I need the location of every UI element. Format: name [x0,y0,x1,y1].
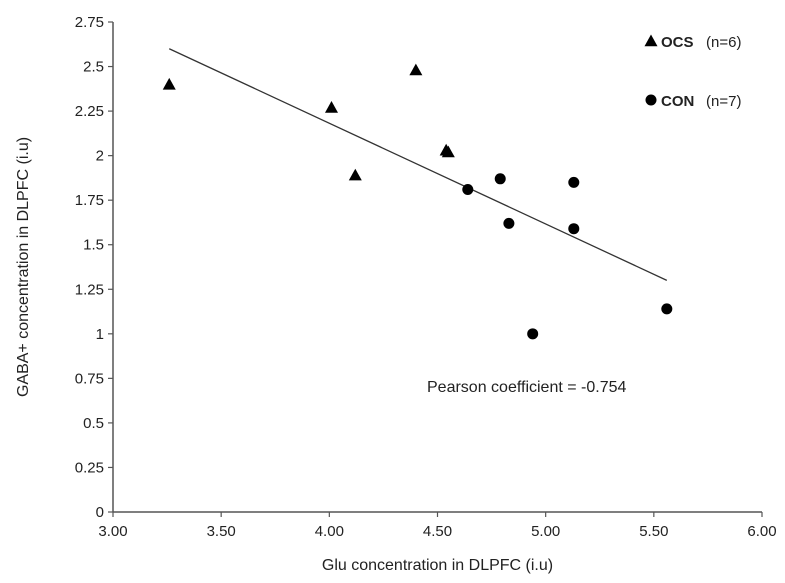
legend-series-count: (n=6) [706,34,741,51]
y-tick-label: 0.75 [75,370,104,387]
x-tick-label: 5.00 [531,523,560,540]
ocs-data-point [162,77,176,90]
pearson-annotation: Pearson coefficient = -0.754 [427,379,626,396]
x-tick-label: 4.50 [423,523,452,540]
con-data-point [568,223,580,235]
y-tick-label: 2 [96,148,104,165]
y-tick-label: 2.75 [75,14,104,31]
legend: OCS (n=6) CON (n=7) [644,34,741,110]
y-tick-label: 1.5 [83,237,104,254]
data-points [162,63,673,340]
trendline [168,48,668,281]
x-tick-labels: 3.00 3.50 4.00 4.50 5.00 5.50 6.00 [98,512,777,540]
con-data-point [462,183,474,195]
ocs-legend-marker [644,34,658,47]
con-legend-marker [645,94,657,106]
x-tick-label: 3.00 [98,523,127,540]
y-tick-label: 2.25 [75,103,104,120]
con-data-point [568,176,580,188]
ocs-data-point [441,145,455,158]
con-data-point [527,328,539,340]
ocs-data-point [348,168,362,181]
x-tick-label: 3.50 [207,523,236,540]
legend-series-name: OCS [661,34,694,51]
x-tick-label: 6.00 [747,523,776,540]
y-tick-label: 1 [96,326,104,343]
x-tick-label: 5.50 [639,523,668,540]
x-axis-label: Glu concentration in DLPFC (i.u) [322,557,553,574]
y-tick-label: 0.5 [83,415,104,432]
y-axis-label: GABA+ concentration in DLPFC (i.u) [15,137,32,397]
con-data-point [494,173,506,185]
ocs-data-point [409,63,423,76]
x-tick-label: 4.00 [315,523,344,540]
y-tick-label: 0 [96,504,104,521]
legend-series-name: CON [661,93,694,110]
ocs-data-point [324,101,338,113]
y-tick-labels: 0 0.25 0.5 0.75 1 1.25 1.5 1.75 2 2.25 2.5 2.75 [75,14,113,521]
y-tick-label: 2.5 [83,59,104,76]
legend-series-count: (n=7) [706,93,741,110]
y-tick-label: 1.25 [75,281,104,298]
plot-area: 0 0.25 0.5 0.75 1 1.25 1.5 1.75 2 2.25 2.5 2.75 3.0… [75,14,777,540]
con-data-point [503,217,515,229]
y-tick-label: 0.25 [75,459,104,476]
y-tick-label: 1.75 [75,192,104,209]
con-data-point [661,303,673,315]
